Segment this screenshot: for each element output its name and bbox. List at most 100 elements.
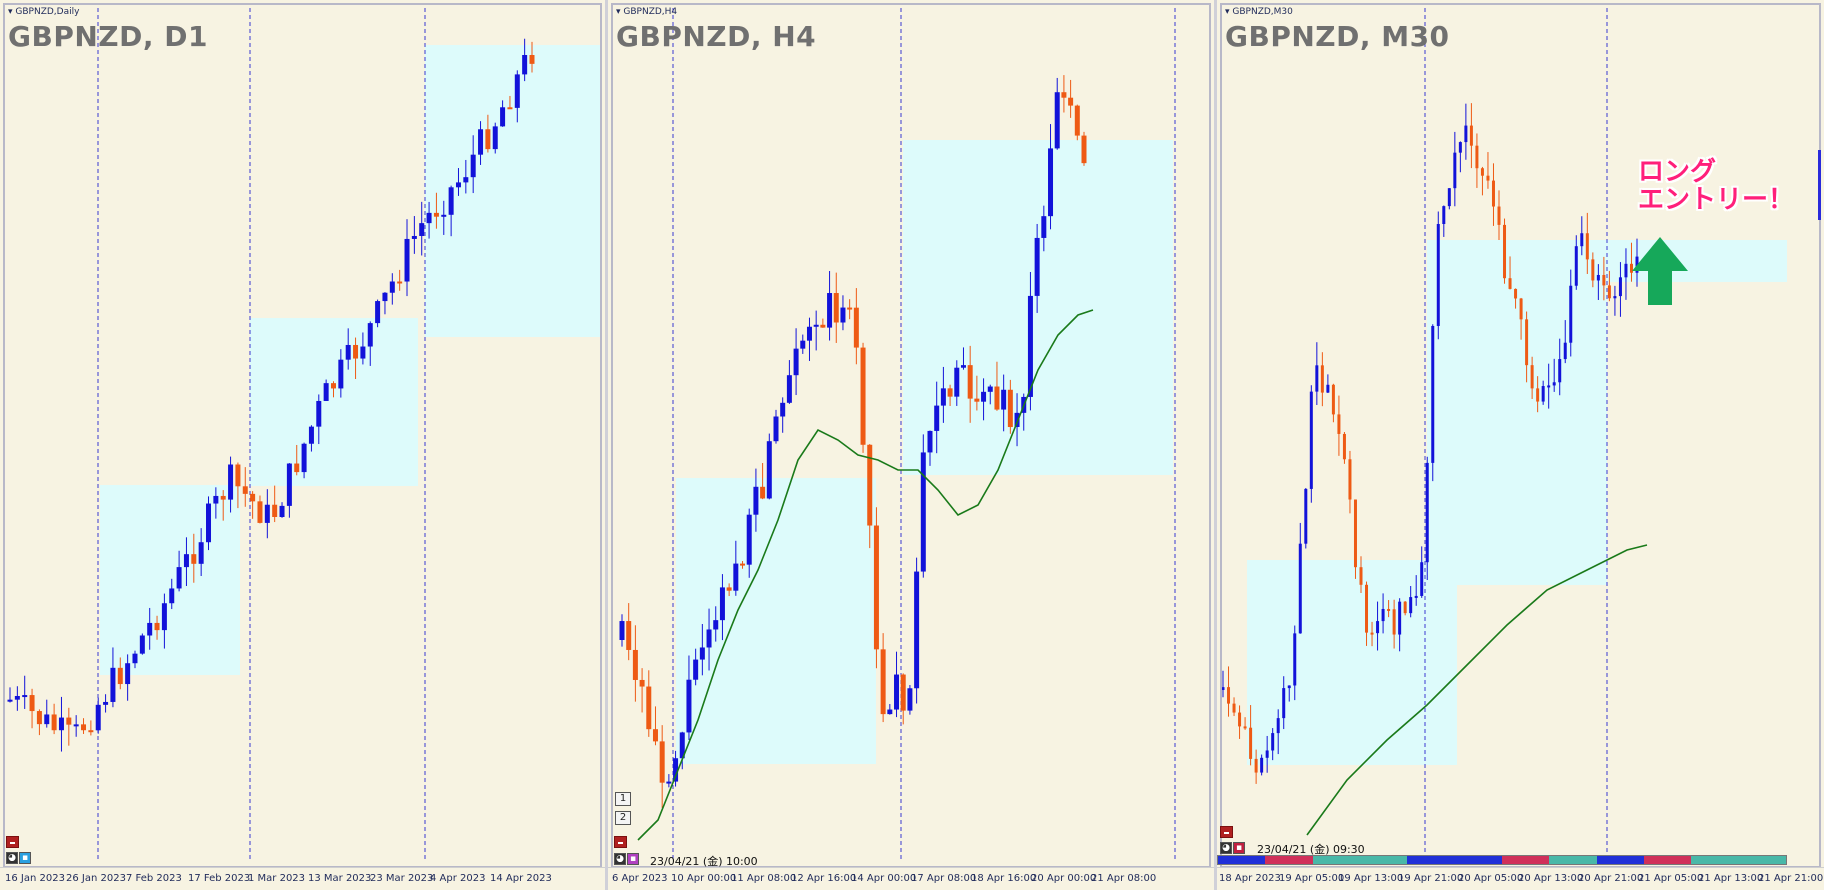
candle-body [360,346,366,359]
candle-body [1403,601,1407,614]
candle-body [713,620,719,630]
candle-body [176,567,182,589]
candle-body [514,74,520,108]
candle-body [1315,365,1319,392]
annotation-line-1: ロング [1638,157,1717,187]
time-axis-label: 21 Apr 13:00 [1698,873,1764,884]
current-datetime: 23/04/21 (金) 10:00 [650,855,758,868]
color-icon[interactable]: ▪ [627,853,639,865]
eye-icon[interactable]: ◕ [1220,842,1232,854]
supply-demand-zone [250,318,418,486]
candle-body [1530,365,1534,389]
candle-body [994,386,1000,410]
candle-body [1425,462,1429,563]
annotation-line-2: エントリー！ [1638,185,1795,215]
candle-body [206,503,212,543]
time-axis-label: 20 Apr 13:00 [1518,873,1584,884]
candle-body [235,464,241,487]
time-axis-label: 23 Mar 2023 [370,873,434,884]
candle-body [1034,237,1040,296]
candle-body [1602,274,1606,286]
close-icon[interactable] [6,836,19,848]
candle-body [1287,685,1291,689]
candle-body [323,383,329,401]
candle-body [626,621,632,650]
eye-icon[interactable]: ◕ [614,853,626,865]
candle-body [873,525,879,650]
time-axis-label: 26 Jan 2023 [66,873,126,884]
candle-body [686,679,692,733]
candle-body [88,730,94,733]
candle-body [433,212,439,217]
panel-divider[interactable] [1214,0,1217,890]
candle-body [529,55,535,64]
candle-body [1519,298,1523,320]
price-chart-h4[interactable] [608,0,1214,868]
candle-body [132,653,138,664]
color-icon[interactable]: ▪ [19,852,31,864]
currency-strength-bar [1217,855,1787,865]
close-icon[interactable] [614,836,627,848]
up-arrow-icon [1630,235,1690,311]
candle-body [1453,152,1457,189]
candle-body [1007,389,1013,428]
candle-body [619,621,625,640]
candle-body [940,388,946,406]
price-chart-m30[interactable] [1217,0,1824,868]
time-axis-label: 7 Feb 2023 [126,873,182,884]
chart-panel-h4[interactable]: ▾ GBPNZD,H4 GBPNZD, H4 1 2 ◕ ▪ 23/04/21 … [608,0,1214,890]
candle-body [1348,459,1352,500]
candle-body [1054,92,1060,149]
candle-body [867,444,873,526]
close-icon[interactable] [1220,826,1233,838]
chart-panel-m30[interactable]: ▾ GBPNZD,M30 GBPNZD, M30 ◕ ▪ 23/04/21 (金… [1217,0,1824,890]
candle-body [719,587,725,621]
candle-body [301,443,307,473]
candle-body [1304,488,1308,544]
candle-body [411,235,417,239]
candle-body [1464,125,1468,143]
candle-body [44,714,50,725]
candle-body [1293,633,1297,686]
candle-body [967,365,973,399]
candle-body [927,430,933,453]
time-axis-label: 18 Apr 2023 [1219,873,1281,884]
candle-body [367,323,373,347]
candle-body [632,649,638,680]
candle-body [161,603,167,631]
candle-body [907,688,913,711]
candle-body [773,416,779,442]
eye-icon[interactable]: ◕ [6,852,18,864]
candle-body [1027,295,1033,397]
candle-body [22,695,28,698]
chart-panel-d1[interactable]: ▾ GBPNZD,Daily GBPNZD, D1 ◕ ▪ 16 Jan 202… [0,0,605,890]
button-1[interactable]: 1 [615,792,631,806]
candle-body [73,724,79,727]
candle-body [1376,621,1380,634]
candle-body [522,55,528,75]
price-chart-d1[interactable] [0,0,605,868]
candle-body [981,391,987,402]
panel-divider[interactable] [605,0,608,890]
candle-body [198,542,204,564]
candle-body [960,365,966,368]
candle-body [1574,246,1578,286]
candle-body [1298,543,1302,634]
candle-body [1486,175,1490,181]
time-axis-label: 6 Apr 2023 [612,873,668,884]
color-icon[interactable]: ▪ [1233,842,1245,854]
candle-body [1618,277,1622,297]
candle-body [673,758,679,782]
candle-body [833,293,839,323]
candle-body [840,307,846,323]
candle-body [1558,359,1562,383]
candle-body [1591,259,1595,281]
candle-body [1320,365,1324,393]
button-2[interactable]: 2 [615,811,631,825]
candle-body [154,622,160,631]
candle-body [1514,288,1518,299]
chart-title: GBPNZD, H4 [616,20,817,53]
time-axis-label: 21 Apr 21:00 [1758,873,1824,884]
time-axis-label: 20 Apr 00:00 [1031,873,1097,884]
candle-body [1221,687,1225,690]
